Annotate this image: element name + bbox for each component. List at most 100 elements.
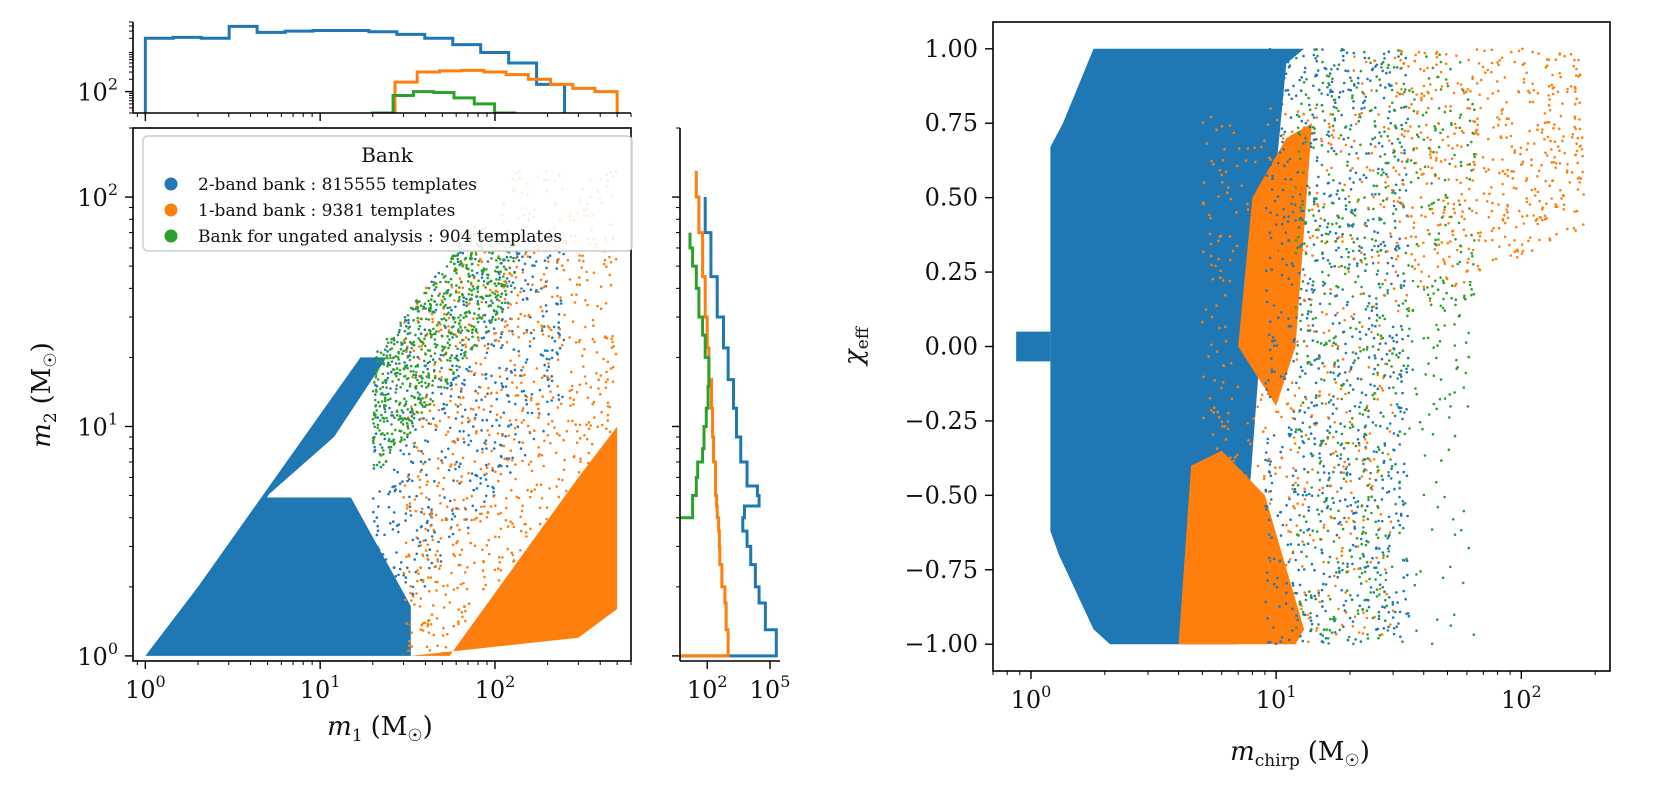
two-band-point [467,369,470,373]
one-band-point [1476,123,1479,127]
one-band-point [1242,628,1246,631]
ungated-point [425,386,428,389]
one-band-point [459,403,462,406]
one-band-point [497,567,500,570]
ungated-point [430,335,433,339]
one-band-point [1484,71,1487,74]
one-band-point [479,520,482,523]
two-band-point [1358,405,1361,409]
ungated-point [502,265,506,269]
two-band-point [1374,106,1377,109]
ungated-point [431,384,434,387]
right-ylabel: χeff [839,325,873,367]
two-band-point [1314,381,1318,385]
main-frame [132,127,632,662]
ungated-point [1464,371,1468,375]
one-band-point [556,294,559,298]
two-band-point [1399,406,1403,410]
ungated-point [445,380,448,384]
one-band-point [1292,436,1296,439]
two-band-point [1302,613,1305,616]
ungated-point [1359,350,1362,353]
one-band-point [1336,490,1339,494]
one-band-point [1342,471,1345,475]
two-band-point [1287,432,1291,436]
two-band-point [1271,126,1275,130]
one-band-point [1287,496,1291,499]
two-band-point [525,402,529,406]
ungated-point [1332,336,1336,340]
ungated-point [1437,145,1441,149]
ungated-point [1472,633,1476,636]
two-band-point [387,492,390,496]
two-band-point [1336,374,1340,377]
two-band-point [1286,543,1290,547]
ungated-point [1402,526,1405,530]
one-band-point [1226,191,1229,194]
one-band-point [1422,69,1426,72]
ungated-point [1355,86,1359,89]
one-band-point [571,320,575,323]
two-band-point [1323,282,1327,285]
two-band-point [1402,284,1406,288]
two-band-point [1383,606,1387,609]
one-band-point [1218,168,1222,172]
one-band-point [1416,112,1419,115]
ungated-point [385,416,388,420]
one-band-point [611,340,614,344]
one-band-point [1279,578,1283,581]
ungated-point [1353,520,1356,524]
one-band-point [403,321,406,324]
ungated-point [458,286,461,289]
ungated-point [456,257,460,261]
one-band-point [1223,425,1227,428]
one-band-point [1343,183,1347,187]
one-band-point [1423,51,1427,55]
two-band-point [1362,555,1366,558]
one-band-point [1548,237,1551,240]
one-band-point [1356,157,1360,160]
ungated-point [497,278,501,281]
two-band-point [406,435,409,439]
one-band-point [1202,416,1205,420]
ungated-point [430,294,434,298]
ungated-side-hist [680,232,711,520]
one-band-point [1501,158,1504,161]
ungated-point [1357,198,1360,201]
side-hist-xtick-label-exp: 2 [717,672,727,691]
ungated-point [1361,91,1364,94]
one-band-point [1372,195,1375,199]
one-band-point [436,560,440,563]
one-band-point [1368,477,1372,481]
one-band-point [1369,560,1373,564]
one-band-point [606,378,609,381]
two-band-point [1328,575,1331,579]
two-band-point [545,369,549,372]
ungated-point [1297,428,1301,432]
one-band-point [1322,331,1326,335]
two-band-point [486,484,490,488]
one-band-point [573,455,576,458]
two-band-point [1340,589,1343,592]
two-band-point [1329,371,1332,374]
ungated-point [1422,288,1426,291]
ungated-point [437,321,441,324]
ungated-point [428,360,432,364]
one-band-point [610,346,614,350]
one-band-point [1398,196,1401,200]
ungated-point [1353,214,1357,217]
one-band-point [494,338,498,342]
ungated-point [1322,280,1325,284]
one-band-point [1382,125,1386,129]
one-band-point [442,584,445,588]
one-band-point [504,497,508,500]
top-hist-ytick-label-exp: 2 [108,75,118,94]
two-band-point [1281,445,1284,449]
one-band-point [1557,127,1561,131]
two-band-point [1299,365,1303,369]
ungated-point [1324,341,1328,345]
two-band-point [407,321,410,325]
two-band-point [472,488,476,492]
one-band-point [469,407,473,411]
one-band-point [419,597,423,600]
